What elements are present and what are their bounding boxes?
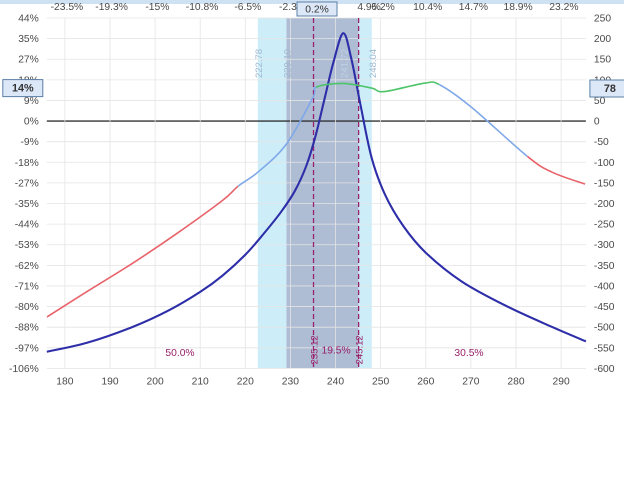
svg-text:-53%: -53% [15,240,39,251]
svg-text:-600: -600 [594,364,615,375]
svg-text:220: 220 [237,376,254,387]
svg-text:270: 270 [462,376,479,387]
svg-text:-80%: -80% [15,302,39,313]
svg-text:4.9%: 4.9% [357,2,380,13]
svg-text:-88%: -88% [15,323,39,334]
svg-text:-300: -300 [594,240,615,251]
svg-text:-19.3%: -19.3% [95,2,128,13]
svg-text:-9%: -9% [20,137,38,148]
svg-text:30.5%: 30.5% [454,348,483,359]
svg-text:18.9%: 18.9% [503,2,532,13]
svg-text:78: 78 [604,83,616,95]
svg-text:-62%: -62% [15,261,39,272]
svg-text:250: 250 [372,376,389,387]
svg-text:23.2%: 23.2% [549,2,578,13]
svg-text:50.0%: 50.0% [165,348,194,359]
svg-text:-250: -250 [594,220,615,231]
svg-text:0%: 0% [24,117,39,128]
svg-text:14.7%: 14.7% [459,2,488,13]
svg-text:27%: 27% [18,55,39,66]
svg-text:35%: 35% [18,34,39,45]
svg-text:50: 50 [594,96,606,107]
svg-text:-35%: -35% [15,199,39,210]
svg-text:260: 260 [417,376,434,387]
svg-text:-50: -50 [594,137,609,148]
svg-text:241.72: 241.72 [339,49,350,78]
svg-text:-150: -150 [594,178,615,189]
svg-text:-15%: -15% [145,2,169,13]
svg-text:245.12: 245.12 [355,335,366,364]
svg-text:-97%: -97% [15,343,39,354]
svg-text:-10.8%: -10.8% [186,2,219,13]
svg-text:250: 250 [594,14,611,25]
svg-text:190: 190 [101,376,118,387]
svg-text:-550: -550 [594,343,615,354]
svg-text:10.4%: 10.4% [413,2,442,13]
svg-text:0.2%: 0.2% [305,5,328,16]
svg-text:-6.5%: -6.5% [234,2,261,13]
svg-text:210: 210 [192,376,209,387]
svg-text:-106%: -106% [9,364,39,375]
svg-text:9%: 9% [24,96,39,107]
svg-text:200: 200 [147,376,164,387]
svg-text:14%: 14% [12,83,34,95]
svg-text:200: 200 [594,34,611,45]
svg-text:235.12: 235.12 [310,335,321,364]
svg-text:229.10: 229.10 [282,49,293,78]
svg-text:-71%: -71% [15,282,39,293]
svg-text:-450: -450 [594,302,615,313]
svg-text:19.5%: 19.5% [321,345,350,356]
svg-text:222.78: 222.78 [254,49,265,78]
svg-text:240: 240 [327,376,344,387]
svg-text:-400: -400 [594,282,615,293]
svg-text:-100: -100 [594,158,615,169]
svg-text:-18%: -18% [15,158,39,169]
svg-text:248.04: 248.04 [368,49,379,78]
svg-text:44%: 44% [18,14,39,25]
svg-text:230: 230 [282,376,299,387]
svg-text:-23.5%: -23.5% [51,2,84,13]
svg-text:150: 150 [594,55,611,66]
svg-text:290: 290 [553,376,570,387]
svg-text:-27%: -27% [15,178,39,189]
svg-text:-44%: -44% [15,220,39,231]
svg-text:-500: -500 [594,323,615,334]
svg-text:280: 280 [507,376,524,387]
svg-text:0: 0 [594,117,600,128]
svg-text:180: 180 [56,376,73,387]
svg-text:-350: -350 [594,261,615,272]
svg-text:-200: -200 [594,199,615,210]
